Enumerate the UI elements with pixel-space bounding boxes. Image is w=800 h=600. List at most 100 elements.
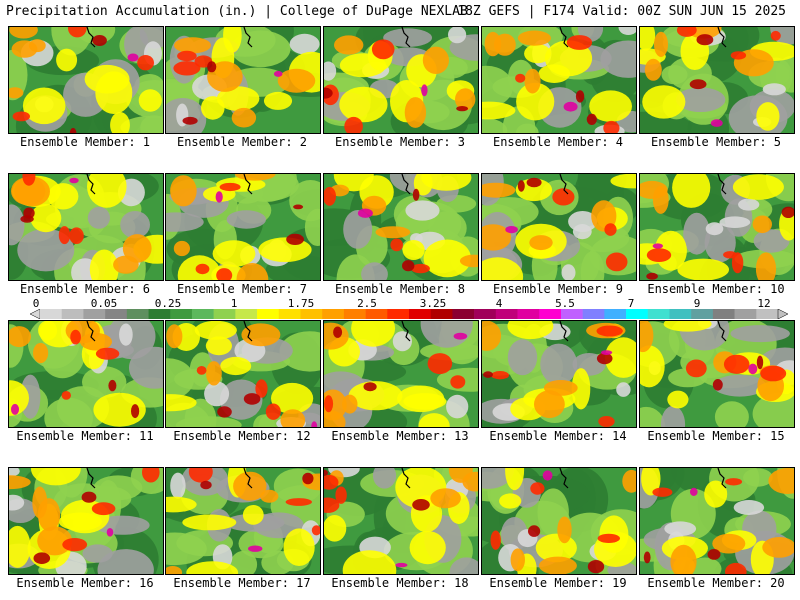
colorbar-swatch — [322, 309, 345, 319]
colorbar-swatch — [539, 309, 562, 319]
ensemble-map-panel — [639, 173, 795, 281]
colorbar-swatch — [148, 309, 171, 319]
colorbar-tick-label: 7 — [627, 297, 635, 310]
colorbar-swatch — [756, 309, 779, 319]
precip-field-map — [482, 321, 636, 427]
colorbar-swatch — [560, 309, 583, 319]
colorbar-swatch — [582, 309, 605, 319]
colorbar-tick-label: 0.25 — [154, 297, 182, 310]
ensemble-map-panel — [8, 173, 164, 281]
lake-michigan-shoreline — [86, 174, 96, 195]
precip-field-map — [324, 321, 478, 427]
lake-michigan-shoreline — [559, 174, 569, 195]
ensemble-map-panel — [481, 173, 637, 281]
ensemble-member-label: Ensemble Member: 10 — [647, 282, 785, 296]
ensemble-member-label: Ensemble Member: 3 — [334, 135, 466, 149]
ensemble-map-panel — [481, 467, 637, 575]
precip-field-map — [166, 27, 320, 133]
ensemble-map-panel — [481, 320, 637, 428]
colorbar-tick-label: 1 — [230, 297, 238, 310]
colorbar-swatch — [430, 309, 453, 319]
color-scale-bar — [30, 309, 788, 319]
ensemble-map-panel — [165, 467, 321, 575]
colorbar-tick-label: 4 — [495, 297, 503, 310]
colorbar-swatch — [691, 309, 714, 319]
lake-michigan-shoreline — [717, 321, 727, 342]
precip-field-map — [640, 174, 794, 280]
ensemble-member-label: Ensemble Member: 14 — [489, 429, 627, 443]
lake-michigan-shoreline — [559, 27, 569, 48]
colorbar-swatch — [669, 309, 692, 319]
ensemble-member-label: Ensemble Member: 7 — [176, 282, 308, 296]
ensemble-member-label: Ensemble Member: 9 — [492, 282, 624, 296]
precip-field-map — [9, 468, 163, 574]
colorbar-swatch — [170, 309, 193, 319]
colorbar-swatch — [61, 309, 84, 319]
chart-title: Precipitation Accumulation (in.) | Colle… — [6, 4, 468, 19]
ensemble-member-label: Ensemble Member: 11 — [16, 429, 154, 443]
colorbar-tick-label: 1.75 — [287, 297, 315, 310]
ensemble-member-label: Ensemble Member: 17 — [173, 576, 311, 590]
lake-michigan-shoreline — [401, 468, 411, 489]
ensemble-member-label: Ensemble Member: 13 — [331, 429, 469, 443]
ensemble-map-panel — [165, 320, 321, 428]
precip-field-map — [166, 174, 320, 280]
ensemble-map-panel — [639, 467, 795, 575]
ensemble-member-label: Ensemble Member: 4 — [492, 135, 624, 149]
ensemble-map-panel — [323, 320, 479, 428]
ensemble-member-label: Ensemble Member: 19 — [489, 576, 627, 590]
colorbar-tick-label: 3.25 — [419, 297, 447, 310]
colorbar-swatch — [126, 309, 149, 319]
ensemble-map-panel — [165, 173, 321, 281]
lake-michigan-shoreline — [401, 27, 411, 48]
lake-michigan-shoreline — [243, 321, 253, 342]
colorbar-swatch — [213, 309, 236, 319]
run-valid-time: 18Z GEFS | F174 Valid: 00Z SUN JUN 15 20… — [457, 4, 786, 19]
ensemble-member-label: Ensemble Member: 8 — [334, 282, 466, 296]
ensemble-map-panel — [323, 26, 479, 134]
precip-field-map — [324, 468, 478, 574]
precip-field-map — [482, 468, 636, 574]
colorbar-swatch — [83, 309, 106, 319]
colorbar-swatch — [300, 309, 323, 319]
precip-field-map — [640, 321, 794, 427]
colorbar-swatch — [495, 309, 518, 319]
colorbar-swatch — [191, 309, 214, 319]
lake-michigan-shoreline — [243, 468, 253, 489]
lake-michigan-shoreline — [717, 27, 727, 48]
colorbar-swatch — [105, 309, 128, 319]
ensemble-map-panel — [639, 320, 795, 428]
colorbar-tick-label: 0 — [32, 297, 40, 310]
ensemble-member-label: Ensemble Member: 1 — [19, 135, 151, 149]
colorbar-swatch — [647, 309, 670, 319]
colorbar-swatch — [278, 309, 301, 319]
lake-michigan-shoreline — [559, 468, 569, 489]
colorbar-swatch — [409, 309, 432, 319]
precip-field-map — [166, 468, 320, 574]
lake-michigan-shoreline — [401, 321, 411, 342]
colorbar-swatch — [626, 309, 649, 319]
lake-michigan-shoreline — [86, 321, 96, 342]
lake-michigan-shoreline — [243, 174, 253, 195]
precip-field-map — [482, 27, 636, 133]
colorbar-swatch — [452, 309, 475, 319]
ensemble-map-panel — [323, 467, 479, 575]
ensemble-member-label: Ensemble Member: 20 — [647, 576, 785, 590]
colorbar-swatch — [474, 309, 497, 319]
lake-michigan-shoreline — [86, 27, 96, 48]
ensemble-map-panel — [8, 467, 164, 575]
ensemble-map-panel — [165, 26, 321, 134]
lake-michigan-shoreline — [401, 174, 411, 195]
colorbar-swatch — [235, 309, 258, 319]
lake-michigan-shoreline — [243, 27, 253, 48]
ensemble-member-label: Ensemble Member: 18 — [331, 576, 469, 590]
precip-field-map — [640, 27, 794, 133]
colorbar-tick-label: 12 — [757, 297, 771, 310]
precip-field-map — [9, 174, 163, 280]
colorbar-swatch — [604, 309, 627, 319]
ensemble-map-panel — [8, 320, 164, 428]
ensemble-member-label: Ensemble Member: 2 — [176, 135, 308, 149]
colorbar-swatch — [734, 309, 757, 319]
colorbar-max-arrow — [777, 309, 788, 319]
precip-field-map — [324, 174, 478, 280]
